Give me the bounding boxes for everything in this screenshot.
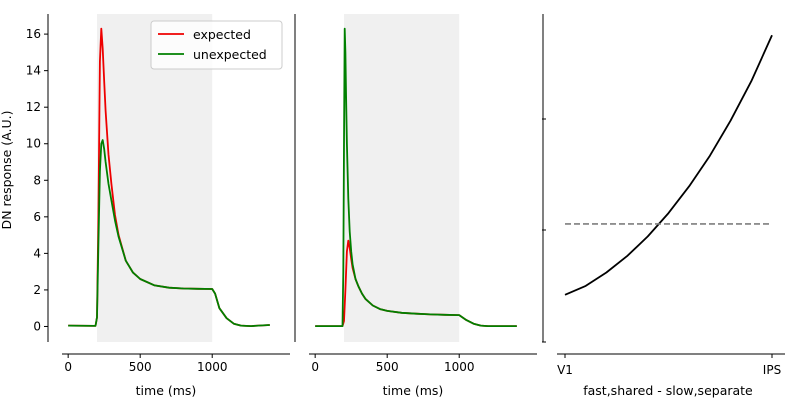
y-tick-label: 14 <box>26 64 41 78</box>
y-tick-label: 4 <box>33 246 41 260</box>
stimulus-shading <box>343 14 460 342</box>
y-tick-label: 0 <box>33 319 41 333</box>
gradient-curve <box>564 34 773 296</box>
series-line-unexpected <box>68 139 270 328</box>
y-tick-label: 8 <box>33 173 41 187</box>
x-tick-label: 1000 <box>197 360 228 374</box>
panel-gradient: V1 IPS fast,shared - slow,separate <box>542 14 785 398</box>
y-tick-label: 10 <box>26 137 41 151</box>
legend-box <box>150 20 283 70</box>
x-axis-label: time (ms) <box>383 383 444 398</box>
legend: expected unexpected <box>150 20 283 70</box>
x-tick-label: 500 <box>129 360 152 374</box>
x-tick-label: 1000 <box>444 360 475 374</box>
x-tick-label: 0 <box>64 360 72 374</box>
legend-label-expected: expected <box>193 27 251 42</box>
x-tick-label: IPS <box>763 363 781 377</box>
x-tick-label: 500 <box>376 360 399 374</box>
x-tick-label: 0 <box>311 360 319 374</box>
x-axis-label: time (ms) <box>136 383 197 398</box>
x-tick-label: V1 <box>557 363 573 377</box>
y-axis-label: DN response (A.U.) <box>0 111 14 230</box>
y-tick-label: 6 <box>33 210 41 224</box>
y-tick-label: 2 <box>33 283 41 297</box>
y-tick-label: 12 <box>26 100 41 114</box>
panel-time-course-1: 0 500 1000 0 2 4 6 8 10 12 14 16 time (ms) DN respons… <box>0 14 290 398</box>
legend-label-unexpected: unexpected <box>193 47 267 62</box>
x-axis-label: fast,shared - slow,separate <box>583 383 753 398</box>
series-line-unexpected <box>315 27 517 328</box>
y-tick-label: 16 <box>26 27 41 41</box>
